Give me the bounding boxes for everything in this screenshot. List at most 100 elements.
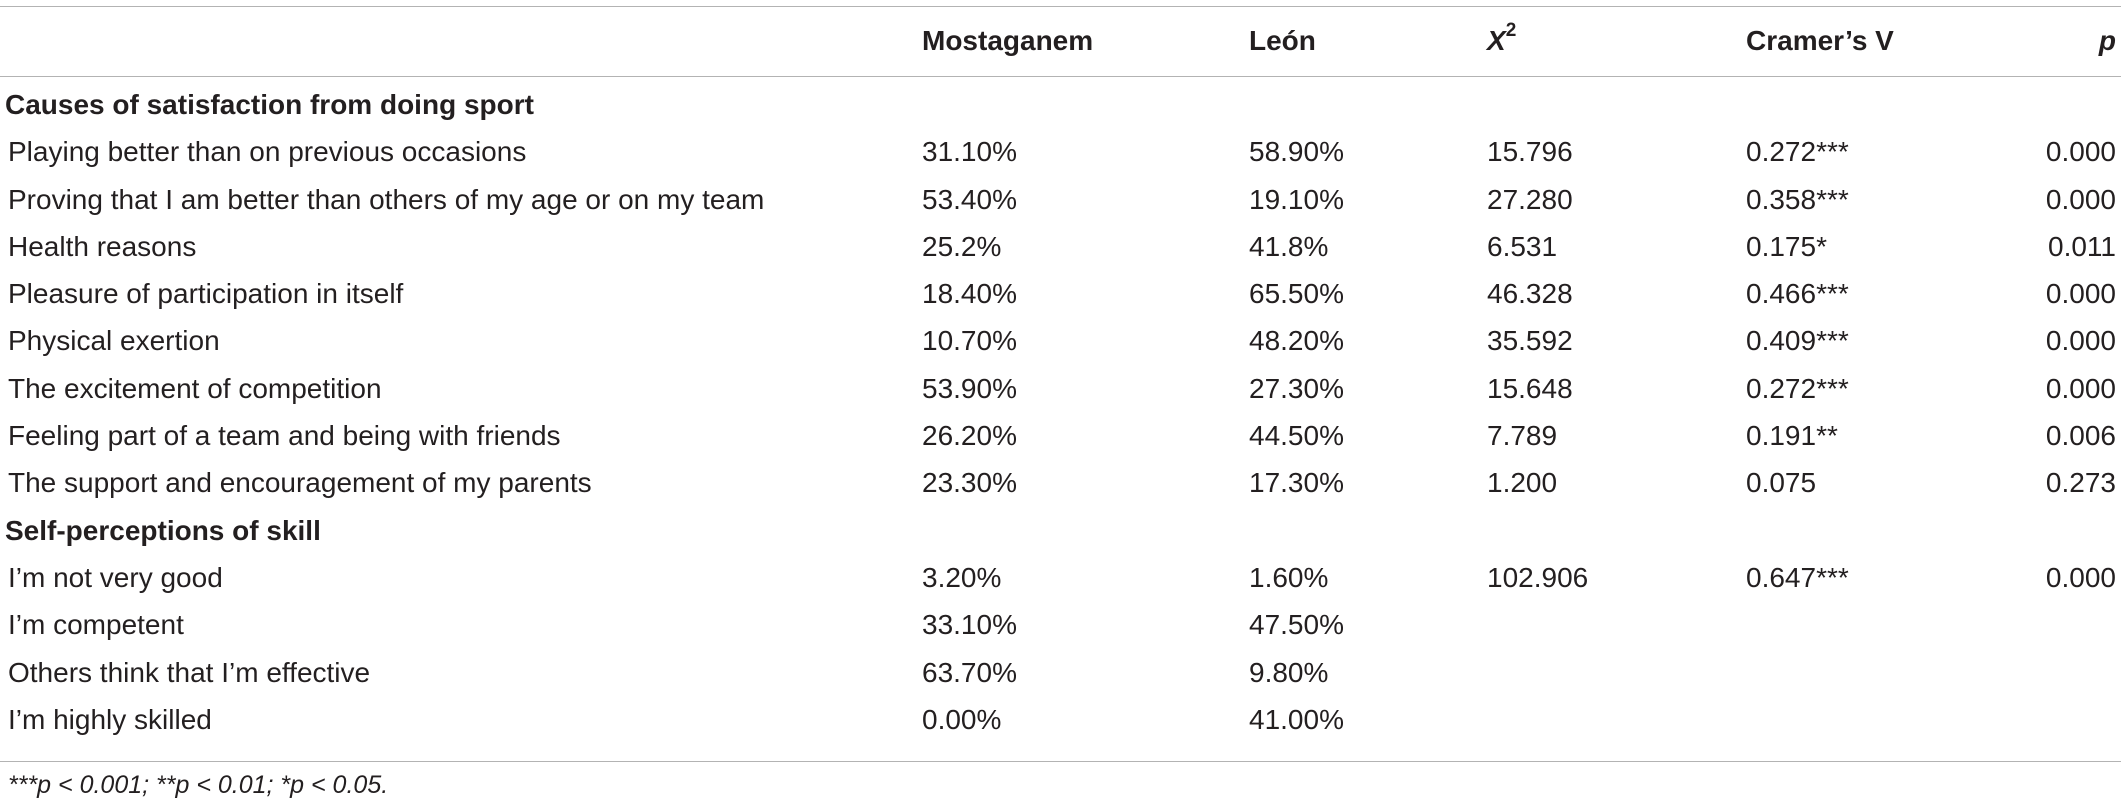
section-row: Causes of satisfaction from doing sport <box>0 81 2121 128</box>
p-value <box>2026 696 2121 743</box>
cramers-v-value: 0.409*** <box>1746 325 1849 357</box>
header-row: Mostaganem León X2 Cramer’s V p <box>0 0 2121 81</box>
cramers-v-value <box>1746 696 2026 743</box>
row-label: The excitement of competition <box>8 372 382 404</box>
cramers-v-value: 0.175* <box>1746 230 1827 262</box>
chi-square-value: 6.531 <box>1487 230 1558 262</box>
leon-value: 65.50% <box>1249 278 1344 310</box>
table-row: I’m competent 33.10% 47.50% <box>0 601 2121 648</box>
chi-square-value: 35.592 <box>1487 325 1573 357</box>
leon-value: 48.20% <box>1249 325 1344 357</box>
section-title: Self-perceptions of skill <box>5 514 321 546</box>
header-cell-leon: León <box>1249 25 1316 56</box>
cramers-v-value: 0.466*** <box>1746 278 1849 310</box>
p-value <box>2026 601 2121 648</box>
p-value: 0.000 <box>2045 561 2116 593</box>
results-table: Mostaganem León X2 Cramer’s V p Causes o… <box>0 0 2121 743</box>
chi-square-value: 102.906 <box>1487 561 1589 593</box>
row-label: I’m competent <box>8 609 184 641</box>
mostaganem-value: 10.70% <box>922 325 1017 357</box>
p-value: 0.006 <box>2045 420 2116 452</box>
mostaganem-value: 25.2% <box>922 230 1002 262</box>
p-value <box>2026 649 2121 696</box>
table-row: Proving that I am better than others of … <box>0 176 2121 223</box>
header-cell-p: p <box>2098 25 2116 56</box>
table-row: Playing better than on previous occasion… <box>0 128 2121 175</box>
chi-square-value: 46.328 <box>1487 278 1573 310</box>
p-value: 0.000 <box>2045 325 2116 357</box>
row-label: Health reasons <box>8 230 197 262</box>
table-row: I’m highly skilled 0.00% 41.00% <box>0 696 2121 743</box>
row-label: Feeling part of a team and being with fr… <box>8 420 561 452</box>
table-row: Physical exertion 10.70% 48.20% 35.592 0.409… <box>0 317 2121 364</box>
mostaganem-value: 33.10% <box>922 609 1017 641</box>
row-label: Others think that I’m effective <box>8 656 371 688</box>
table-row: Others think that I’m effective 63.70% 9.8… <box>0 649 2121 696</box>
cramers-v-value: 0.272*** <box>1746 372 1849 404</box>
mostaganem-value: 26.20% <box>922 420 1017 452</box>
leon-value: 27.30% <box>1249 372 1344 404</box>
leon-value: 41.8% <box>1249 230 1329 262</box>
table-row: I’m not very good 3.20% 1.60% 102.906 0.647*… <box>0 554 2121 601</box>
leon-value: 17.30% <box>1249 467 1344 499</box>
footnote: ***p < 0.001; **p < 0.01; *p < 0.05. <box>8 771 389 799</box>
leon-value: 41.00% <box>1249 703 1344 735</box>
bottom-rule <box>0 761 2121 762</box>
mostaganem-value: 0.00% <box>922 703 1002 735</box>
p-value: 0.273 <box>2045 467 2116 499</box>
top-rule <box>0 6 2121 7</box>
header-cell-chi-square: X2 <box>1487 0 1746 81</box>
mostaganem-value: 53.90% <box>922 372 1017 404</box>
cramers-v-value: 0.647*** <box>1746 561 1849 593</box>
mostaganem-value: 3.20% <box>922 561 1002 593</box>
row-label: Pleasure of participation in itself <box>8 278 404 310</box>
cramers-v-value: 0.075 <box>1746 467 1817 499</box>
chi-square-value: 27.280 <box>1487 183 1573 215</box>
cramers-v-value: 0.272*** <box>1746 136 1849 168</box>
chi-square-value: 7.789 <box>1487 420 1558 452</box>
row-label: Playing better than on previous occasion… <box>8 136 527 168</box>
leon-value: 9.80% <box>1249 656 1329 688</box>
cramers-v-value <box>1746 649 2026 696</box>
row-label: Physical exertion <box>8 325 220 357</box>
leon-value: 44.50% <box>1249 420 1344 452</box>
row-label: The support and encouragement of my pare… <box>8 467 592 499</box>
leon-value: 47.50% <box>1249 609 1344 641</box>
leon-value: 19.10% <box>1249 183 1344 215</box>
chi-square-value <box>1487 649 1746 696</box>
header-rule <box>0 76 2121 77</box>
cramers-v-value <box>1746 601 2026 648</box>
leon-value: 1.60% <box>1249 561 1329 593</box>
p-value: 0.000 <box>2045 136 2116 168</box>
row-label: Proving that I am better than others of … <box>8 183 765 215</box>
table-row: Pleasure of participation in itself 18.40… <box>0 270 2121 317</box>
mostaganem-value: 63.70% <box>922 656 1017 688</box>
p-value: 0.000 <box>2045 278 2116 310</box>
cramers-v-value: 0.358*** <box>1746 183 1849 215</box>
chi-square-value <box>1487 601 1746 648</box>
table-row: Feeling part of a team and being with fr… <box>0 412 2121 459</box>
table-row: Health reasons 25.2% 41.8% 6.531 0.175* 0.011 <box>0 223 2121 270</box>
row-label: I’m not very good <box>8 561 223 593</box>
header-cell-mostaganem: Mostaganem <box>922 25 1094 56</box>
mostaganem-value: 18.40% <box>922 278 1017 310</box>
leon-value: 58.90% <box>1249 136 1344 168</box>
header-cell-label <box>0 0 922 81</box>
chi-symbol: X <box>1487 25 1506 56</box>
row-label: I’m highly skilled <box>8 703 212 735</box>
section-row: Self-perceptions of skill <box>0 507 2121 554</box>
p-value: 0.000 <box>2045 372 2116 404</box>
p-value: 0.011 <box>2048 230 2116 262</box>
chi-square-value <box>1487 696 1746 743</box>
header-cell-cramers-v: Cramer’s V <box>1746 25 1894 56</box>
mostaganem-value: 31.10% <box>922 136 1017 168</box>
chi-square-value: 15.648 <box>1487 372 1573 404</box>
chi-square-value: 1.200 <box>1487 467 1558 499</box>
mostaganem-value: 53.40% <box>922 183 1017 215</box>
mostaganem-value: 23.30% <box>922 467 1017 499</box>
table-row: The support and encouragement of my pare… <box>0 459 2121 506</box>
chi-square-value: 15.796 <box>1487 136 1573 168</box>
section-title: Causes of satisfaction from doing sport <box>5 89 534 120</box>
chi-superscript: 2 <box>1505 19 1517 41</box>
